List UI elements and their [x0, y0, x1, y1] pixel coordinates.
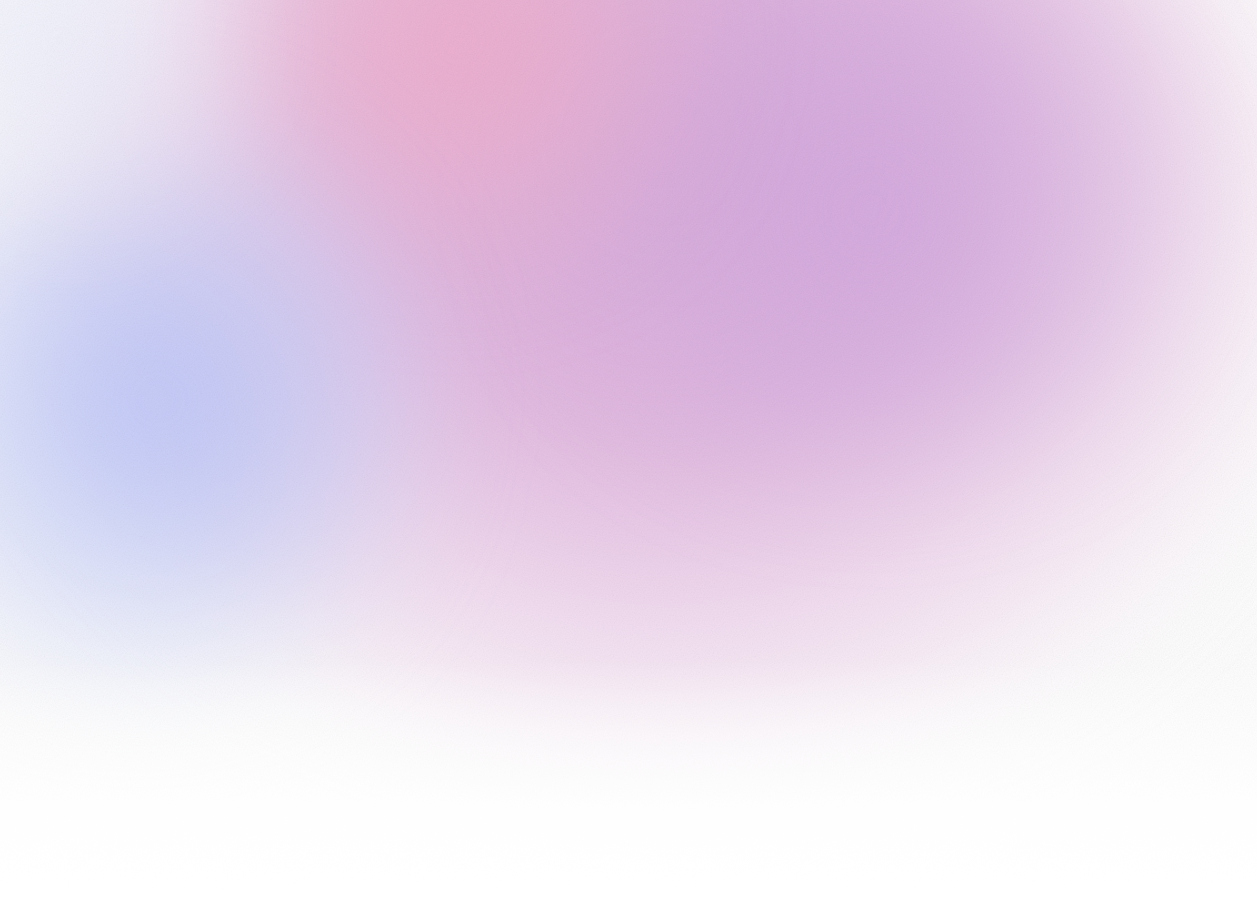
bottom-fade — [0, 660, 1257, 920]
